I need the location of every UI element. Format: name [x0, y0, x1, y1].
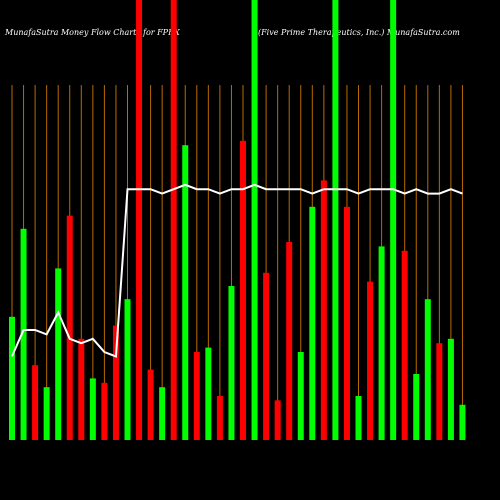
bar: [274, 400, 281, 440]
bar: [136, 0, 143, 440]
bar: [251, 0, 258, 440]
bar: [124, 299, 131, 440]
bar: [240, 140, 246, 441]
bar: [216, 396, 223, 440]
bar: [205, 347, 212, 440]
bar: [66, 215, 73, 440]
bar: [112, 325, 119, 440]
bar: [101, 382, 108, 440]
bar: [413, 374, 420, 440]
bar: [193, 352, 200, 440]
bar: [355, 396, 362, 440]
bar: [89, 378, 96, 440]
bar: [343, 206, 350, 440]
trend-line: [11, 183, 463, 358]
bar: [424, 299, 431, 440]
bar: [78, 338, 85, 440]
bar: [459, 404, 466, 440]
bar: [436, 343, 443, 440]
bar: [263, 272, 270, 440]
bar: [390, 0, 397, 440]
bar: [332, 0, 339, 440]
bar: [182, 145, 189, 440]
chart-title: MunafaSutra Money Flow Charts for FPRX: [4, 28, 180, 37]
bar: [159, 387, 166, 440]
bar: [297, 352, 304, 440]
bar: [447, 338, 454, 440]
bar: [401, 250, 408, 440]
bar: [309, 206, 316, 440]
bar: [320, 180, 327, 440]
bar: [43, 387, 50, 440]
bar: [20, 228, 27, 440]
bar: [367, 281, 374, 440]
bar: [9, 316, 15, 440]
bar: [286, 242, 293, 440]
bar: [228, 286, 235, 440]
bar: [32, 365, 39, 440]
chart-subtitle: (Five Prime Therapeutics, Inc.) MunafaSu…: [258, 28, 460, 37]
bar: [378, 246, 385, 440]
bar: [55, 268, 62, 440]
bar: [170, 0, 177, 440]
bar: [147, 369, 154, 440]
